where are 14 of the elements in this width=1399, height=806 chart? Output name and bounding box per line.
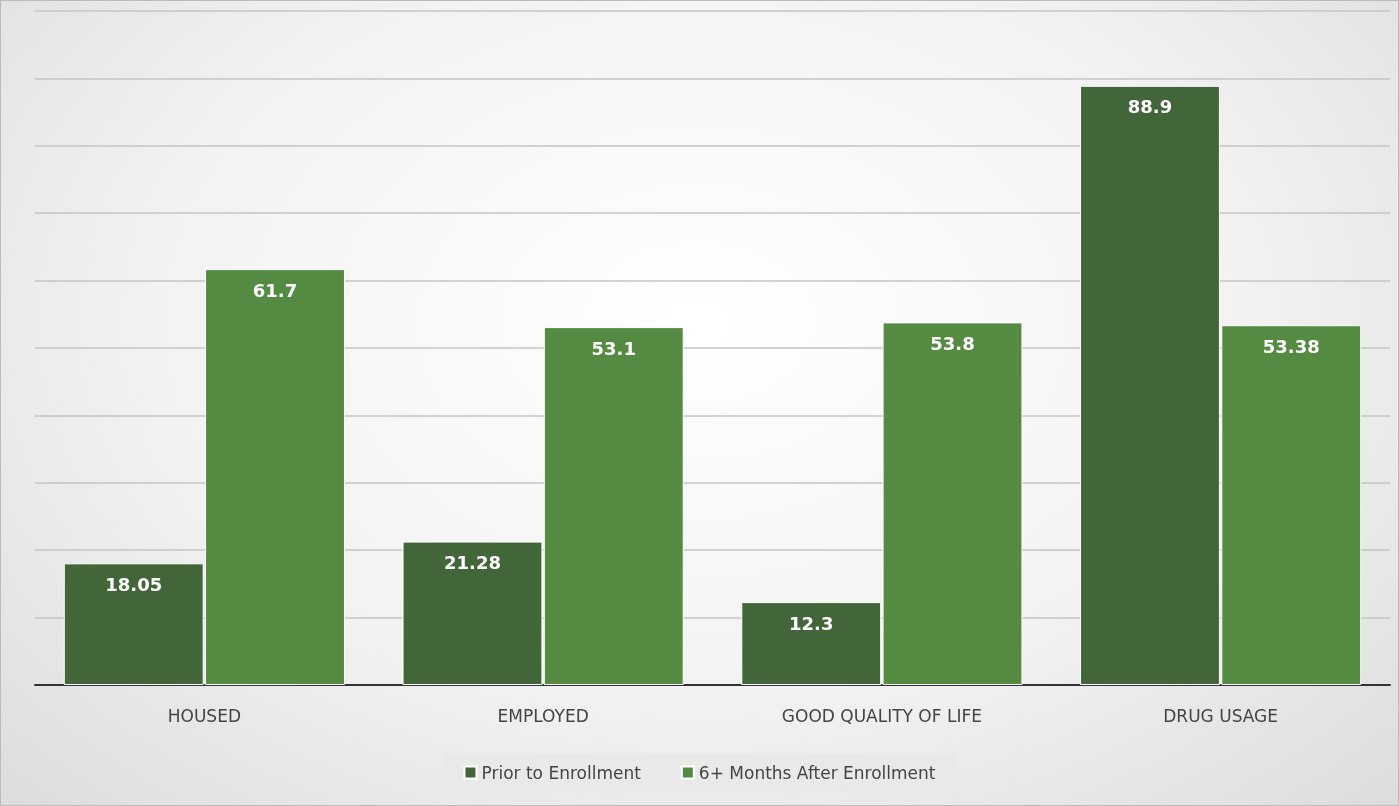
- legend-label: Prior to Enrollment: [481, 762, 642, 783]
- x-tick-label: HOUSED: [167, 705, 241, 726]
- data-label: 18.05: [105, 573, 163, 595]
- data-label: 61.7: [252, 279, 298, 301]
- data-label: 12.3: [789, 612, 834, 634]
- legend-label: 6+ Months After Enrollment: [698, 762, 936, 783]
- data-label: 53.38: [1262, 335, 1320, 357]
- data-label: 53.1: [591, 337, 636, 359]
- x-tick-label: DRUG USAGE: [1163, 705, 1278, 726]
- data-label: 88.9: [1127, 96, 1173, 118]
- x-tick-label: EMPLOYED: [497, 705, 589, 726]
- x-tick-label: GOOD QUALITY OF LIFE: [781, 705, 982, 726]
- data-label: 21.28: [444, 552, 501, 574]
- data-label: 53.8: [930, 332, 975, 354]
